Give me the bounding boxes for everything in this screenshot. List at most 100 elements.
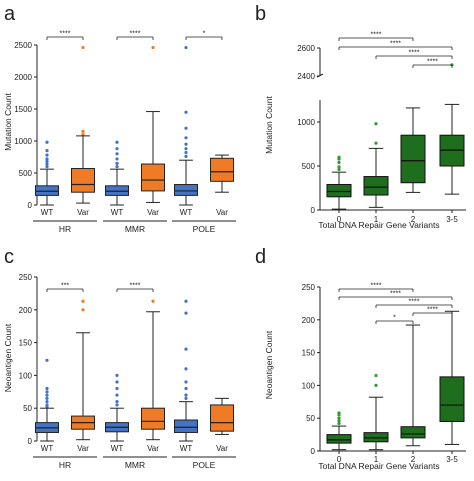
panel-c-xtick-label-0: WT	[41, 444, 54, 453]
panel-a-box-2	[105, 185, 129, 196]
panel-a-ytick-label-5: 2500	[14, 41, 32, 50]
panel-b-ytick-label-4: 2600	[297, 44, 315, 53]
panel-a-ytick-label-3: 1500	[14, 105, 32, 114]
panel-a: a Mutation Count 05001000150020002500***…	[3, 3, 236, 234]
panel-d-sig-label-4: ****	[427, 307, 438, 314]
panel-c-outlier-0-7	[45, 358, 49, 362]
panel-c-box-3	[141, 407, 165, 430]
panel-a-box-5	[210, 157, 234, 182]
panel-b-xtick-label-0: 0	[337, 215, 342, 224]
panel-b-ylabel: Mutation Count	[264, 96, 274, 154]
panel-a-box-4	[174, 184, 198, 196]
panel-a-ylabel: Mutation Count	[3, 93, 13, 151]
panel-b: b Mutation Count Total DNA Repair Gene V…	[255, 3, 466, 230]
panel-c-outlier-0-6	[45, 386, 49, 391]
panel-d-ytick-label-4: 200	[302, 316, 316, 325]
panel-d-xtick-label-3: 3-5	[446, 455, 458, 464]
panel-b-sig-label-0: ****	[371, 32, 382, 39]
panel-c-ytick-label-4: 200	[19, 306, 33, 315]
panel-c-box-5	[210, 404, 234, 432]
panel-d-xtick-label-1: 1	[374, 455, 379, 464]
panel-c-outlier-0-4	[45, 393, 49, 397]
panel-c-sig-label-1: ****	[130, 283, 141, 290]
panel-a-outlier-2-4	[115, 147, 119, 151]
panel-b-outlier-0-0	[337, 167, 341, 172]
panel-a-outlier-2-3	[115, 152, 119, 156]
panel-c-ytick-label-5: 250	[19, 273, 33, 282]
panel-b-outlier-1-1	[374, 122, 378, 126]
panel-c-ytick-label-2: 100	[19, 371, 33, 380]
panel-a-outlier-2-2	[115, 157, 119, 161]
panel-d-outlier-0-4	[337, 411, 341, 415]
panel-b-sig-label-1: ****	[390, 41, 401, 48]
panel-b-sig-label-3: ****	[427, 59, 438, 66]
panel-b-xtick-label-3: 3-5	[446, 215, 458, 224]
panel-a-xtick-label-3: Var	[147, 208, 159, 217]
panel-c-xtick-label-4: WT	[180, 444, 193, 453]
panel-c-ytick-label-0: 0	[28, 437, 33, 446]
panel-d-ytick-label-0: 0	[311, 447, 316, 456]
panel-b-sig-label-2: ****	[409, 50, 420, 57]
panel-c-ytick-label-1: 50	[23, 404, 32, 413]
panel-b-outlier-0-1	[337, 165, 341, 169]
panel-c-outlier-2-1	[115, 400, 119, 404]
panel-c-outlier-0-3	[45, 396, 49, 400]
panel-a-outlier-0-6	[45, 140, 49, 144]
panel-c-outlier-0-2	[45, 400, 49, 404]
panel-d-outlier-1-1	[374, 373, 378, 378]
panel-label-a: a	[4, 3, 16, 25]
panel-a-xtick-label-1: Var	[77, 208, 89, 217]
panel-a-xtick-label-0: WT	[41, 208, 54, 217]
panel-c-outlier-2-5	[115, 373, 119, 377]
panel-c-outlier-4-5	[184, 347, 188, 351]
panel-label-d: d	[255, 246, 266, 268]
panel-b-plot: 0 500 1000 2400 2600 0 1 2 3-5 **** **** **** ****	[297, 32, 466, 224]
panel-c-ylabel: Neoantigen Count	[3, 323, 13, 392]
panel-b-box-1	[363, 176, 389, 196]
panel-a-xtick-label-4: WT	[180, 208, 193, 217]
panel-c-xtick-label-2: WT	[111, 444, 124, 453]
panel-c-outlier-2-2	[115, 393, 119, 397]
panel-a-outlier-4-4	[184, 136, 188, 140]
panel-d-xlabel: Total DNA Repair Gene Variants	[318, 461, 439, 471]
panel-d-sig-label-2: ****	[390, 291, 401, 298]
panel-a-outlier-2-1	[115, 161, 119, 165]
panel-d-box-3	[439, 376, 465, 422]
panel-c-xtick-label-3: Var	[147, 444, 159, 453]
panel-a-outlier-4-6	[184, 110, 188, 114]
panel-d-ylabel: Neoantigen Count	[264, 330, 274, 399]
panel-label-b: b	[255, 3, 266, 25]
panel-c-outlier-4-0	[184, 396, 188, 400]
panel-a-group-label-2: POLE	[193, 224, 216, 234]
panel-d-ytick-label-5: 250	[302, 283, 316, 292]
panel-c-group-label-1: MMR	[125, 460, 145, 470]
panel-b-box-0	[326, 183, 352, 198]
panel-a-box-3	[141, 163, 165, 192]
panel-a-ytick-label-1: 500	[19, 169, 33, 178]
panel-d-xtick-label-2: 2	[411, 455, 416, 464]
panel-a-outlier-0-5	[45, 149, 49, 153]
panel-d-ytick-label-3: 150	[302, 349, 316, 358]
panel-b-ytick-label-3: 2400	[297, 72, 315, 81]
panel-b-box-2	[400, 134, 426, 184]
panel-c-xtick-label-5: Var	[216, 444, 228, 453]
panel-a-outlier-0-4	[45, 153, 49, 157]
panel-c-outlier-0-1	[45, 403, 49, 407]
panel-a-outlier-1-2	[81, 45, 85, 50]
panel-a-outlier-2-0	[115, 165, 119, 169]
panel-d-xtick-label-0: 0	[337, 455, 342, 464]
panel-b-outlier-0-2	[337, 160, 341, 165]
panel-d-box-1	[363, 432, 389, 443]
panel-label-c: c	[4, 246, 14, 268]
panel-c-outlier-2-3	[115, 386, 119, 391]
panel-a-sig-label-2: *	[203, 31, 206, 38]
panel-b-xlabel: Total DNA Repair Gene Variants	[318, 220, 439, 230]
panel-a-ytick-label-2: 1000	[14, 137, 32, 146]
panel-a-outlier-4-7	[184, 45, 188, 50]
panel-c-outlier-4-3	[184, 380, 188, 384]
